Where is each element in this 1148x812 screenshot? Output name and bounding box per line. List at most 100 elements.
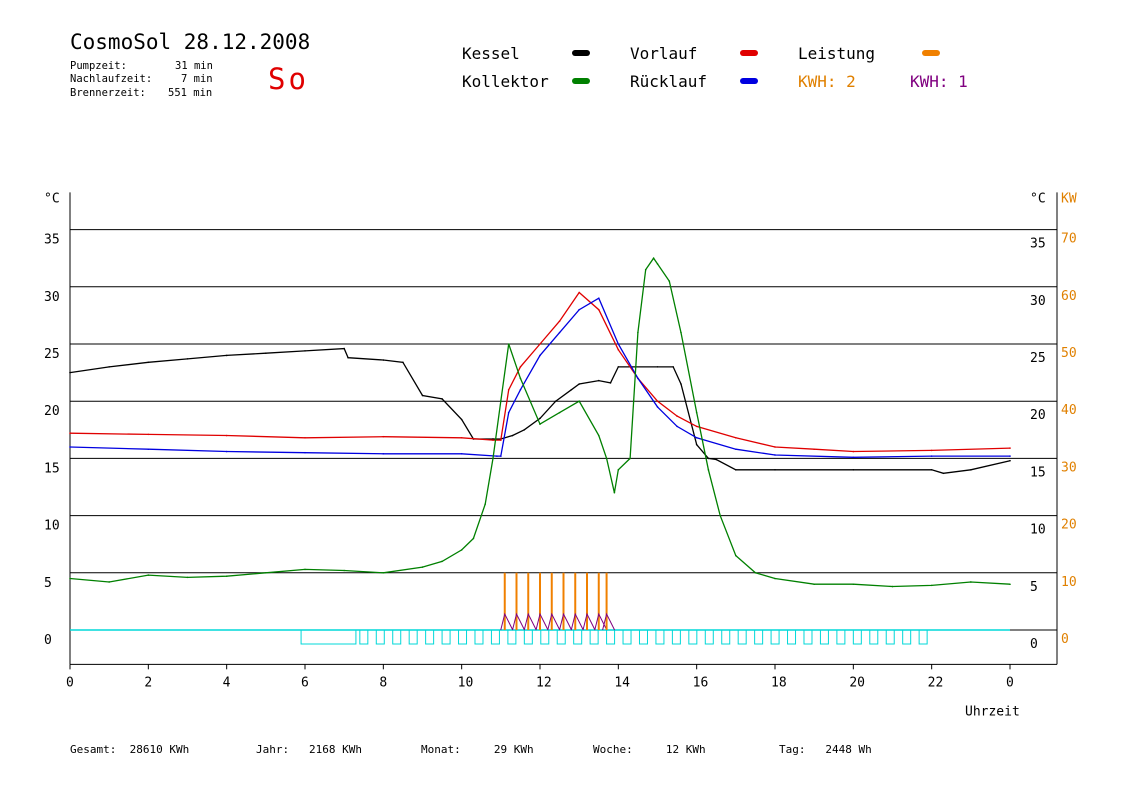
data-point	[695, 437, 698, 439]
data-point	[69, 446, 71, 448]
data-point	[570, 388, 573, 391]
data-point	[617, 366, 620, 368]
data-point	[519, 366, 522, 368]
data-point	[507, 388, 510, 391]
data-point	[774, 469, 776, 471]
data-point	[460, 437, 463, 439]
x-tick-label: 20	[849, 675, 865, 690]
x-tick-label: 18	[771, 675, 787, 690]
data-point	[484, 503, 486, 505]
data-point	[265, 352, 267, 354]
kw-tick-label: 70	[1061, 232, 1077, 247]
y-tick-label-right: 20	[1030, 408, 1046, 423]
data-point	[492, 438, 494, 440]
data-point	[382, 435, 385, 438]
y-tick-label-right: 30	[1030, 294, 1046, 309]
pump-block	[300, 629, 357, 645]
pump-pulse	[441, 629, 451, 645]
data-point	[774, 454, 776, 456]
y-axis-unit-left: °C	[44, 191, 60, 206]
data-point	[539, 423, 541, 425]
y-tick-label-right: 0	[1030, 637, 1038, 652]
data-point	[304, 437, 306, 439]
data-point	[644, 268, 647, 271]
x-tick-label: 6	[301, 675, 309, 690]
pump-pulse	[474, 629, 484, 645]
kwh-trace	[512, 612, 525, 631]
legend-swatch-ruecklauf	[740, 78, 758, 84]
x-tick-label: 16	[693, 675, 709, 690]
y-tick-label: 5	[44, 576, 52, 591]
pump-pulse	[754, 629, 764, 645]
data-point	[617, 348, 620, 351]
legend-label-ruecklauf: Rücklauf	[630, 72, 708, 91]
data-point	[421, 394, 424, 397]
data-point	[500, 439, 502, 441]
x-tick-label: 10	[458, 675, 474, 690]
x-tick-label: 2	[144, 675, 152, 690]
data-point	[656, 366, 659, 368]
footer-monat: Monat: 29 KWh	[421, 743, 534, 756]
data-point	[108, 581, 110, 583]
data-point	[519, 377, 522, 380]
pump-pulse	[918, 629, 928, 645]
stat-brennerzeit: Brennerzeit:	[70, 87, 146, 99]
y-tick-label-right: 15	[1030, 465, 1046, 480]
data-point	[680, 331, 682, 334]
data-point	[930, 469, 933, 471]
data-point	[970, 581, 972, 583]
kwh-trace	[559, 612, 572, 631]
data-point	[695, 425, 698, 428]
data-point	[891, 585, 894, 588]
data-point	[496, 455, 498, 457]
kwh-trace	[570, 612, 584, 631]
data-point	[69, 432, 71, 435]
pump-pulse	[819, 629, 829, 645]
kw-tick-label: 30	[1061, 460, 1077, 475]
y-tick-label: 35	[44, 233, 60, 248]
x-tick-label: 12	[536, 675, 552, 690]
pump-pulse	[721, 629, 731, 645]
data-point	[707, 469, 710, 471]
data-point	[942, 472, 945, 475]
legend-kwh-2: KWH: 2	[798, 72, 856, 91]
legend-swatch-kollektor	[572, 78, 590, 84]
y-tick-label-right: 25	[1030, 351, 1046, 366]
pump-pulse	[737, 629, 747, 645]
y-tick-label: 10	[44, 519, 60, 534]
legend-label-vorlauf: Vorlauf	[630, 44, 698, 63]
data-point	[186, 358, 189, 360]
data-point	[69, 577, 71, 580]
data-point	[1009, 459, 1011, 462]
data-point	[343, 347, 345, 350]
kwh-trace	[535, 612, 549, 631]
data-point	[265, 572, 267, 574]
y-tick-label: 20	[44, 404, 60, 419]
data-point	[637, 377, 639, 380]
data-point	[460, 549, 463, 551]
kw-tick-label: 40	[1061, 403, 1077, 418]
data-point	[707, 457, 710, 460]
data-point	[637, 331, 639, 334]
data-point	[507, 343, 510, 345]
pump-pulse	[836, 629, 846, 645]
footer-woche: Woche: 12 KWh	[593, 743, 706, 756]
kwh-trace	[594, 612, 608, 631]
data-point	[558, 331, 561, 334]
legend-kwh-1: KWH: 1	[910, 72, 968, 91]
data-point	[735, 437, 737, 439]
data-point	[460, 418, 463, 421]
kwh-trace	[547, 612, 561, 631]
data-point	[754, 572, 757, 574]
data-point	[629, 457, 631, 460]
y-tick-label-right: 10	[1030, 523, 1046, 538]
y-tick-label: 25	[44, 347, 60, 362]
data-point	[656, 263, 659, 265]
data-point	[558, 411, 561, 414]
pump-pulse	[770, 629, 780, 645]
data-point	[441, 560, 443, 563]
data-point	[652, 257, 655, 260]
data-point	[695, 411, 698, 414]
data-point	[523, 429, 526, 431]
